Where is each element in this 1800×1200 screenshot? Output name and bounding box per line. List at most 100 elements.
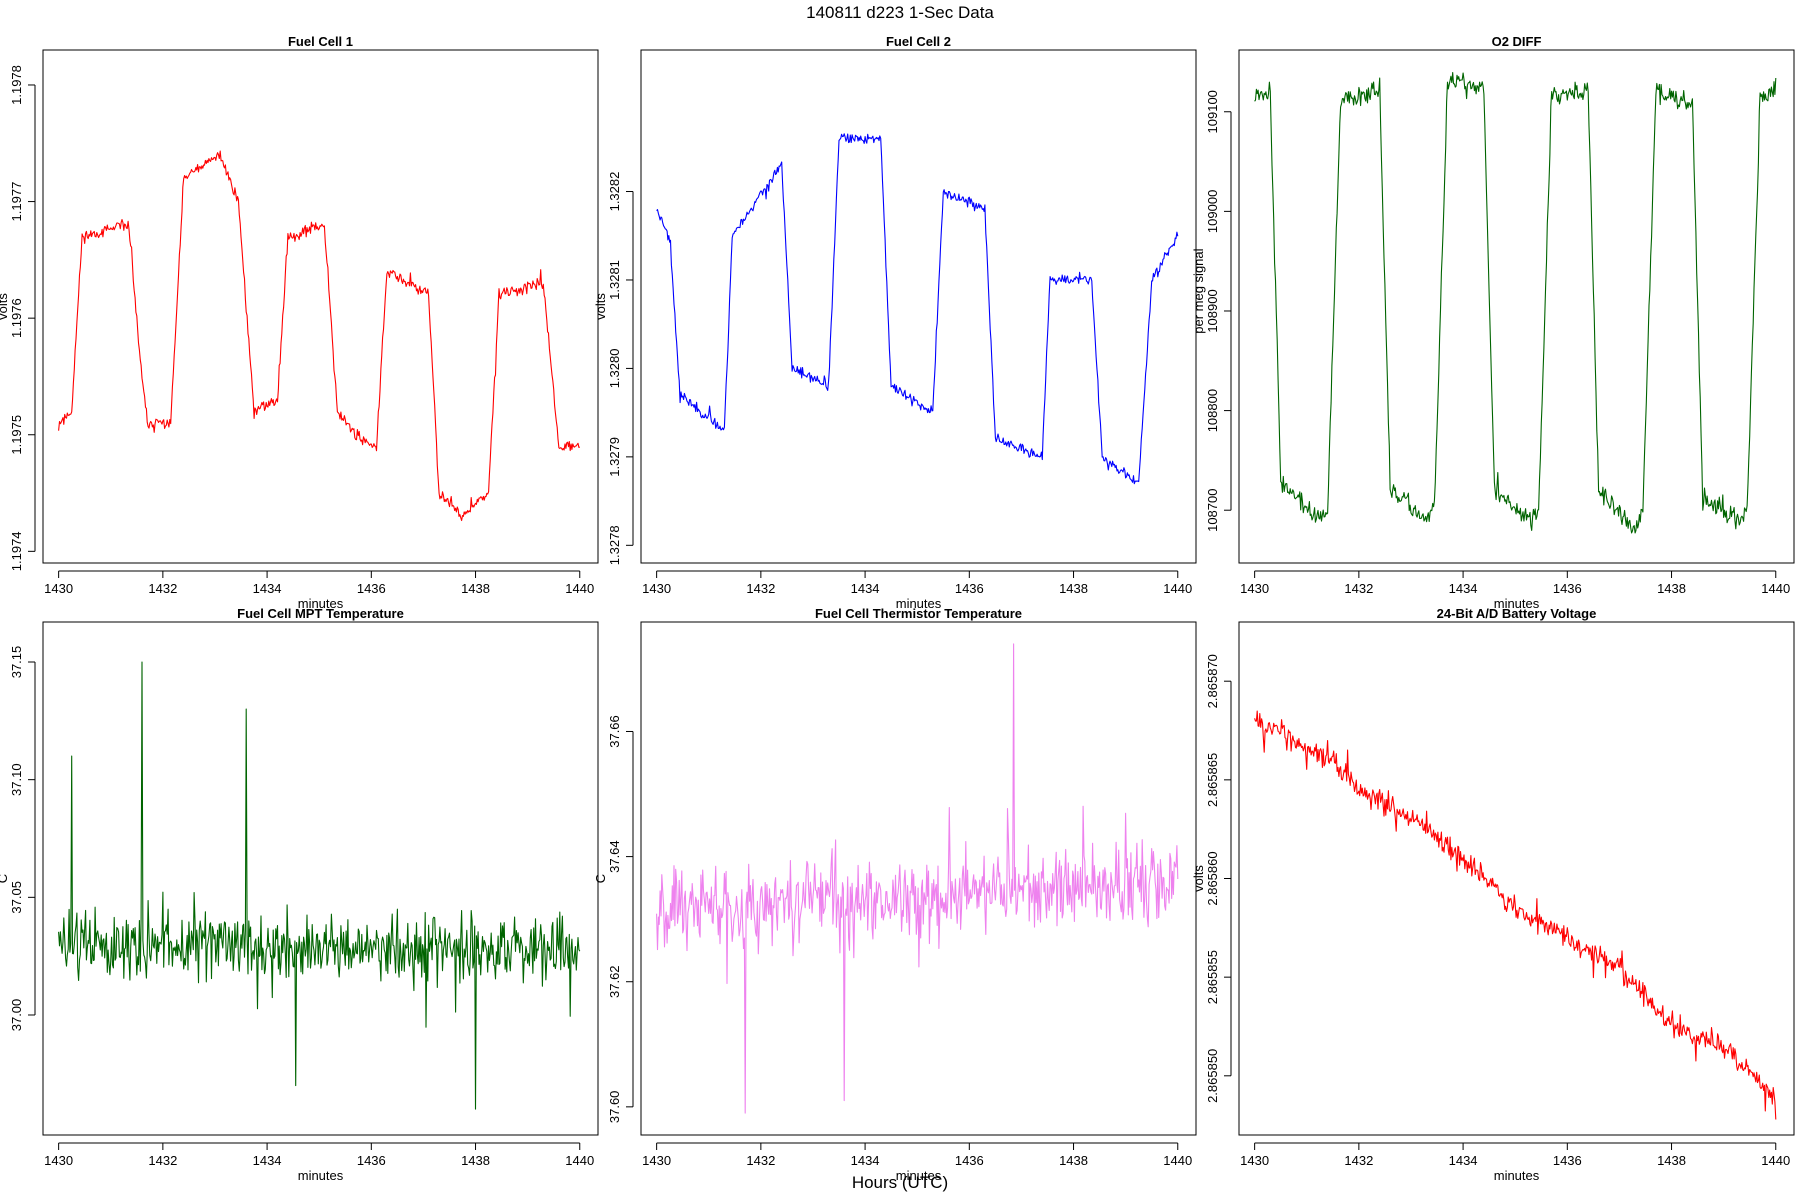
- x-axis-label: minutes: [1494, 596, 1540, 611]
- y-axis-label: volts: [0, 293, 10, 320]
- series-line: [1254, 71, 1777, 534]
- y-tick-label: 37.60: [607, 1091, 622, 1124]
- x-axis: 1430 1432 1434 1436 1438 1440 minutes: [642, 570, 1192, 611]
- x-tick-label: 1436: [1553, 1153, 1582, 1168]
- x-tick-label: 1434: [253, 581, 282, 596]
- y-tick-label: 109000: [1205, 190, 1220, 233]
- x-tick-label: 1430: [44, 581, 73, 596]
- y-axis: 37.60 37.62 37.64 37.66 C: [593, 715, 634, 1124]
- x-tick-label: 1436: [1553, 581, 1582, 596]
- x-axis-label: minutes: [1494, 1168, 1540, 1183]
- y-tick-label: 1.1978: [9, 65, 24, 105]
- y-tick-label: 37.05: [9, 881, 24, 914]
- y-tick-label: 1.3278: [607, 525, 622, 565]
- y-axis-label: volts: [1191, 865, 1206, 892]
- y-tick-label: 1.1977: [9, 182, 24, 222]
- y-tick-label: 1.1974: [9, 531, 24, 571]
- x-tick-label: 1434: [851, 581, 880, 596]
- x-tick-label: 1438: [1657, 1153, 1686, 1168]
- chart-title: O2 DIFF: [1492, 34, 1542, 49]
- x-axis: 1430 1432 1434 1436 1438 1440 minutes: [44, 570, 594, 611]
- x-tick-label: 1440: [565, 1153, 594, 1168]
- x-axis: 1430 1432 1434 1436 1438 1440 minutes: [642, 1142, 1192, 1183]
- x-tick-label: 1432: [1344, 581, 1373, 596]
- y-axis-label: C: [0, 874, 10, 883]
- chart-title: Fuel Cell Thermistor Temperature: [815, 606, 1022, 621]
- y-tick-label: 37.10: [9, 763, 24, 796]
- chart-fc1: Fuel Cell 1 1430 1432 1434 1436 1438 1440 minut…: [0, 34, 599, 611]
- y-tick-label: 1.1976: [9, 298, 24, 338]
- y-tick-label: 1.3279: [607, 437, 622, 477]
- y-tick-label: 2.865850: [1205, 1049, 1220, 1103]
- x-tick-label: 1430: [642, 581, 671, 596]
- series-line: [58, 661, 581, 1110]
- x-tick-label: 1438: [461, 1153, 490, 1168]
- x-tick-label: 1432: [746, 1153, 775, 1168]
- y-axis: 108700 108800 108900 109000 109100 per meg si…: [1191, 90, 1232, 532]
- chart-title: 24-Bit A/D Battery Voltage: [1437, 606, 1597, 621]
- x-axis-label: minutes: [298, 1168, 344, 1183]
- y-tick-label: 2.865855: [1205, 950, 1220, 1004]
- plot-frame: [640, 49, 1197, 564]
- x-tick-label: 1434: [253, 1153, 282, 1168]
- x-tick-label: 1434: [851, 1153, 880, 1168]
- y-tick-label: 37.15: [9, 646, 24, 679]
- y-tick-label: 1.3281: [607, 260, 622, 300]
- x-tick-label: 1432: [148, 1153, 177, 1168]
- x-axis: 1430 1432 1434 1436 1438 1440 minutes: [1240, 570, 1790, 611]
- y-axis: 2.865850 2.865855 2.865860 2.865865 2.865870…: [1191, 654, 1232, 1103]
- x-tick-label: 1432: [746, 581, 775, 596]
- x-tick-label: 1432: [1344, 1153, 1373, 1168]
- series-line: [1254, 710, 1777, 1120]
- chart-thermistor: Fuel Cell Thermistor Temperature 1430 1432…: [593, 606, 1197, 1183]
- chart-fc2: Fuel Cell 2 1430 1432 1434 1436 1438 1440 minut…: [593, 34, 1197, 611]
- series-line: [656, 133, 1179, 485]
- x-tick-label: 1430: [1240, 1153, 1269, 1168]
- y-axis-label: per meg signal: [1191, 248, 1206, 333]
- x-tick-label: 1440: [1761, 1153, 1790, 1168]
- plot-frame: [42, 49, 599, 564]
- x-tick-label: 1440: [1163, 1153, 1192, 1168]
- panels: Fuel Cell 1 1430 1432 1434 1436 1438 1440 minut…: [0, 34, 1795, 1183]
- series-line: [58, 150, 580, 522]
- x-axis: 1430 1432 1434 1436 1438 1440 minutes: [1240, 1142, 1790, 1183]
- x-tick-label: 1430: [1240, 581, 1269, 596]
- x-tick-label: 1430: [44, 1153, 73, 1168]
- chart-title: Fuel Cell 1: [288, 34, 353, 49]
- y-axis-label: C: [593, 874, 608, 883]
- y-axis: 37.00 37.05 37.10 37.15 C: [0, 646, 36, 1031]
- global-xlabel: Hours (UTC): [852, 1173, 948, 1192]
- x-axis-label: minutes: [896, 1168, 942, 1183]
- x-tick-label: 1440: [1761, 581, 1790, 596]
- x-tick-label: 1432: [148, 581, 177, 596]
- x-tick-label: 1438: [1657, 581, 1686, 596]
- y-tick-label: 37.66: [607, 715, 622, 748]
- y-tick-label: 108900: [1205, 289, 1220, 332]
- x-axis-label: minutes: [298, 596, 344, 611]
- x-tick-label: 1438: [1059, 1153, 1088, 1168]
- y-tick-label: 2.865870: [1205, 654, 1220, 708]
- y-tick-label: 2.865865: [1205, 753, 1220, 807]
- x-tick-label: 1436: [955, 1153, 984, 1168]
- x-tick-label: 1436: [357, 1153, 386, 1168]
- suptitle: 140811 d223 1-Sec Data: [806, 3, 994, 22]
- y-tick-label: 2.865860: [1205, 851, 1220, 905]
- x-tick-label: 1434: [1449, 1153, 1478, 1168]
- y-axis: 1.3278 1.3279 1.3280 1.3281 1.3282 volts: [593, 172, 634, 565]
- plot-frame: [1238, 621, 1795, 1136]
- y-axis: 1.1974 1.1975 1.1976 1.1977 1.1978 volts: [0, 65, 36, 571]
- x-axis: 1430 1432 1434 1436 1438 1440 minutes: [44, 1142, 594, 1183]
- chart-title: Fuel Cell 2: [886, 34, 951, 49]
- chart-o2: O2 DIFF 1430 1432 1434 1436 1438 1440 minutes 10…: [1191, 34, 1795, 611]
- y-tick-label: 1.1975: [9, 415, 24, 455]
- x-tick-label: 1436: [955, 581, 984, 596]
- x-axis-label: minutes: [896, 596, 942, 611]
- x-tick-label: 1440: [565, 581, 594, 596]
- y-tick-label: 109100: [1205, 90, 1220, 133]
- chart-title: Fuel Cell MPT Temperature: [237, 606, 404, 621]
- y-tick-label: 37.62: [607, 965, 622, 998]
- y-tick-label: 108700: [1205, 489, 1220, 532]
- x-tick-label: 1438: [461, 581, 490, 596]
